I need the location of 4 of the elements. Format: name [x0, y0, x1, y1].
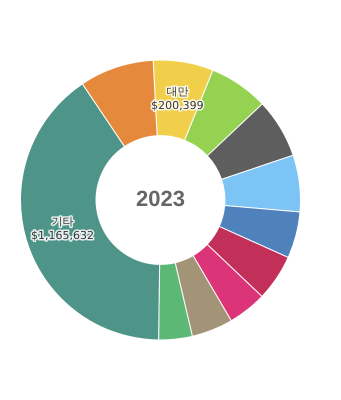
data-label: $1,165,632: [31, 228, 94, 242]
text: 2023: [136, 186, 185, 212]
slice-label: 대만: [166, 85, 188, 98]
slice-label: 기타: [52, 214, 74, 228]
